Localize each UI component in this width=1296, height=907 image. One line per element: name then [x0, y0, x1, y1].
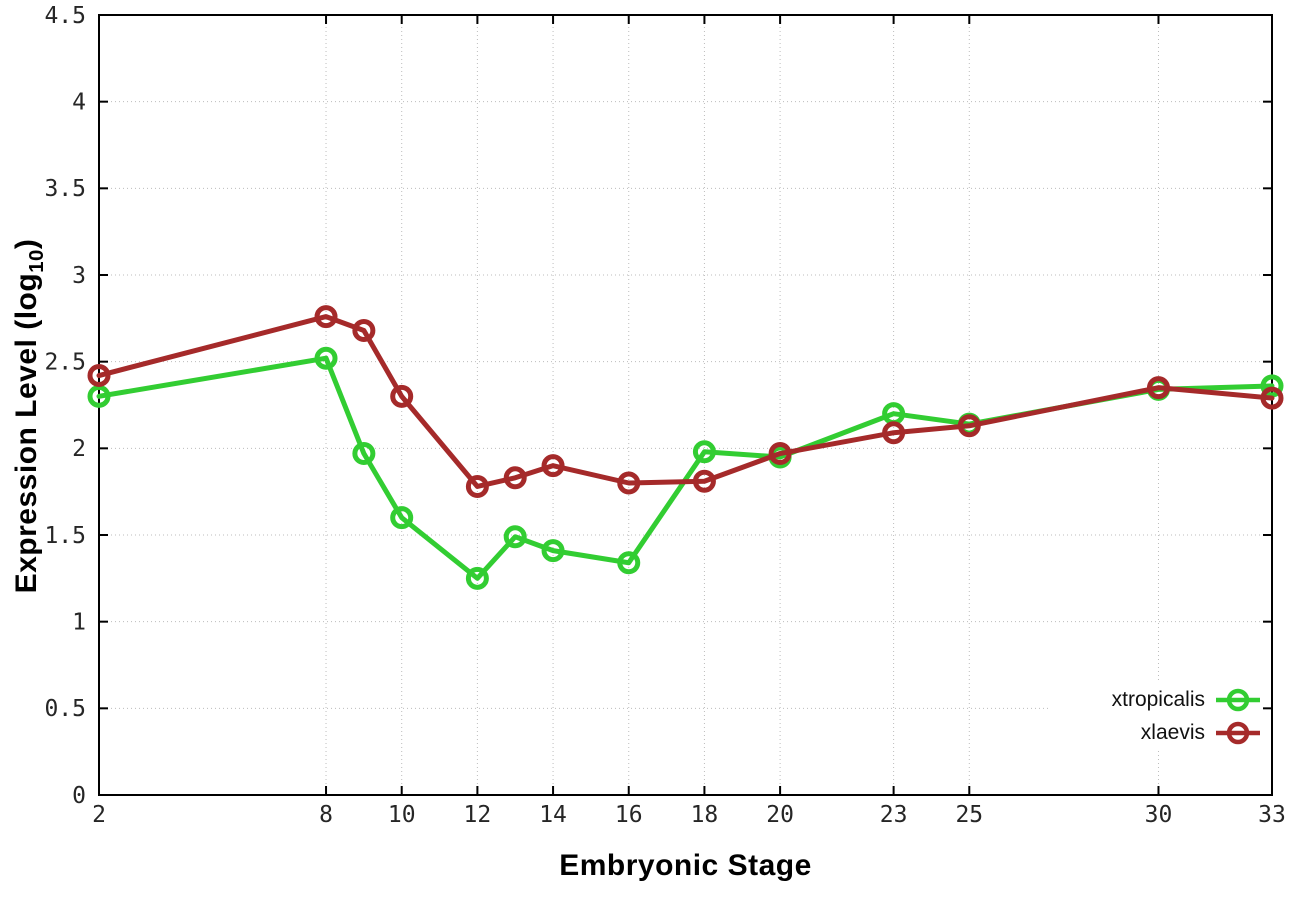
data-point-xtropicalis [1260, 374, 1284, 398]
data-point-xtropicalis [541, 539, 565, 563]
data-point-xtropicalis [352, 442, 376, 466]
series-line-xtropicalis [96, 355, 1275, 581]
data-point-xtropicalis [503, 525, 527, 549]
data-point-xlaevis [617, 471, 641, 495]
x-tick-label: 12 [464, 802, 492, 828]
legend: xtropicalis xlaevis [1050, 683, 1262, 749]
y-axis-title-close: ) [10, 238, 43, 250]
data-point-xtropicalis [390, 506, 414, 530]
data-point-xlaevis [882, 421, 906, 445]
y-axis-title: Expression Level (log10) [10, 238, 48, 594]
data-point-xlaevis [352, 318, 376, 342]
legend-item-xlaevis: xlaevis [1050, 716, 1262, 749]
data-point-xtropicalis [87, 384, 111, 408]
y-tick-label: 3.5 [44, 176, 86, 202]
data-point-xlaevis [957, 414, 981, 438]
x-axis-title: Embryonic Stage [559, 849, 812, 882]
legend-point-icon [1226, 721, 1250, 744]
y-tick-label: 0.5 [44, 696, 86, 722]
x-tick-label: 2 [92, 802, 106, 828]
data-point-xlaevis [465, 474, 489, 498]
y-tick-label: 4 [72, 89, 86, 115]
y-tick-label: 0 [72, 783, 86, 809]
data-point-xlaevis [692, 469, 716, 493]
data-point-xlaevis [314, 305, 338, 329]
y-tick-label: 1 [72, 609, 86, 635]
legend-label-xlaevis: xlaevis [1140, 720, 1205, 744]
x-tick-label: 30 [1145, 802, 1173, 828]
legend-item-xtropicalis: xtropicalis [1050, 683, 1262, 716]
y-tick-label: 1.5 [44, 523, 86, 549]
data-point-xlaevis [87, 364, 111, 388]
data-point-xtropicalis [617, 551, 641, 575]
x-tick-label: 23 [880, 802, 908, 828]
legend-label-xtropicalis: xtropicalis [1111, 687, 1205, 711]
x-tick-label: 8 [319, 802, 333, 828]
legend-point-icon [1226, 688, 1250, 711]
x-tick-label: 16 [615, 802, 643, 828]
data-point-xlaevis [1146, 376, 1170, 400]
data-point-xtropicalis [692, 440, 716, 464]
y-axis-title-text: Expression Level (log [10, 272, 43, 594]
legend-sample-xlaevis [1216, 721, 1260, 744]
x-tick-label: 10 [388, 802, 416, 828]
y-tick-label: 2.5 [44, 349, 86, 375]
data-point-xtropicalis [465, 566, 489, 590]
plot-border [98, 14, 1273, 796]
data-point-xlaevis [1260, 386, 1284, 410]
data-point-xlaevis [390, 384, 414, 408]
y-tick-label: 3 [72, 263, 86, 289]
data-point-xlaevis [768, 442, 792, 466]
x-tick-label: 20 [766, 802, 794, 828]
x-tick-label: 18 [691, 802, 719, 828]
data-point-xlaevis [503, 466, 527, 490]
x-tick-label: 14 [539, 802, 567, 828]
x-tick-label: 25 [955, 802, 983, 828]
legend-sample-xtropicalis [1216, 688, 1260, 711]
y-tick-label: 4.5 [44, 3, 86, 29]
x-tick-label: 33 [1258, 802, 1286, 828]
data-point-xlaevis [541, 454, 565, 478]
data-point-xtropicalis [314, 346, 338, 370]
series-line-xlaevis [96, 314, 1275, 489]
y-tick-label: 2 [72, 436, 86, 462]
y-axis-title-subscript: 10 [26, 249, 48, 273]
